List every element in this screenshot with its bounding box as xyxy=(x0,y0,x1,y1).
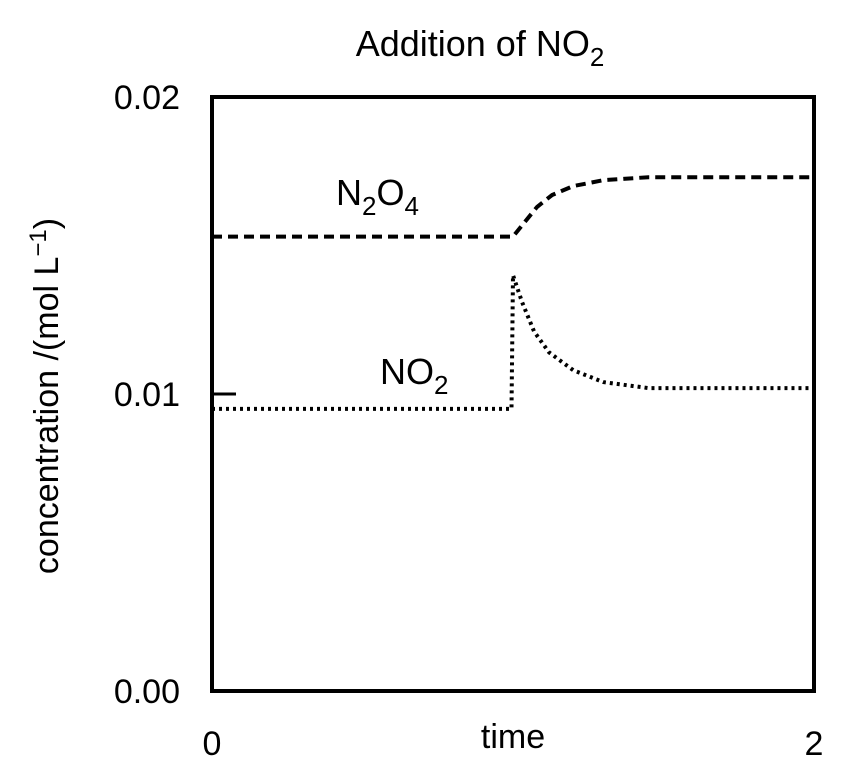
series-line-n2o4 xyxy=(212,175,814,239)
y-axis-label: concentration /(mol L−1) xyxy=(25,218,66,574)
y-axis-ticks: 0.00 0.01 0.02 xyxy=(114,79,236,711)
x-axis-label: time xyxy=(481,718,545,756)
x-tick-label: 0 xyxy=(203,725,222,763)
y-tick-label: 0.02 xyxy=(114,79,180,117)
chart-title: Addition of NO2 xyxy=(356,23,605,72)
y-axis-label-superscript: −1 xyxy=(25,229,52,256)
series-group xyxy=(212,175,814,411)
plot-frame xyxy=(210,95,816,693)
series-line-no2 xyxy=(212,274,814,411)
y-tick-label: 0.01 xyxy=(114,376,180,414)
series-label-n2o4: N2O4 xyxy=(336,172,419,221)
chart-title-subscript: 2 xyxy=(590,42,604,72)
series-label-no2: NO2 xyxy=(380,351,448,400)
y-tick-label: 0.00 xyxy=(114,673,180,711)
y-axis-label-close: ) xyxy=(28,218,66,229)
x-tick-label: 2 xyxy=(805,725,824,763)
